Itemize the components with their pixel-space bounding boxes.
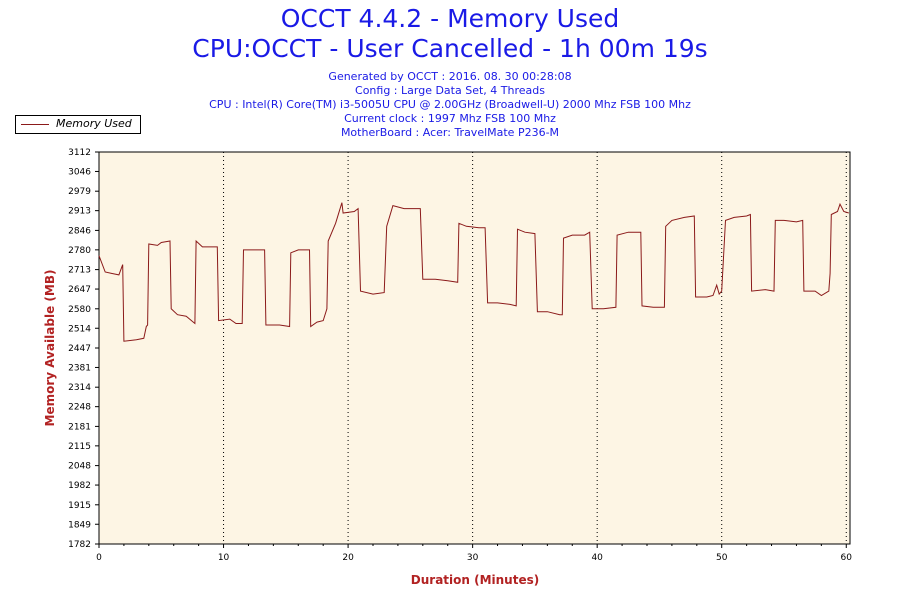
series-memory-used-line: [98, 202, 849, 342]
y-tick-label: 1782: [68, 540, 91, 550]
x-tick-label: 50: [716, 553, 728, 563]
y-tick-label: 2713: [68, 266, 91, 276]
y-tick-label: 2115: [68, 442, 91, 452]
y-tick-label: 2979: [68, 187, 91, 197]
plot-area: [98, 151, 851, 545]
y-tick-label: 2780: [68, 246, 91, 256]
y-tick-label: 1849: [68, 520, 91, 530]
y-tick-label: 3112: [68, 148, 91, 158]
info-config: Config : Large Data Set, 4 Threads: [355, 84, 545, 97]
y-tick-label: 2048: [68, 462, 91, 472]
chart-title: OCCT 4.4.2 - Memory Used: [280, 4, 620, 33]
y-tick-label: 2314: [68, 383, 91, 393]
y-tick-label: 1982: [68, 481, 91, 491]
x-axis-label: Duration (Minutes): [411, 573, 539, 587]
x-tick-label: 20: [342, 553, 354, 563]
y-tick-label: 2181: [68, 422, 91, 432]
legend: Memory Used: [15, 115, 141, 134]
y-tick-label: 2647: [68, 285, 91, 295]
legend-swatch: [21, 124, 49, 125]
x-tick-label: 10: [218, 553, 230, 563]
axes: 0 10 20 30 40 50 60 1782 1849 1915 1982 2048 2115 218…: [68, 148, 852, 563]
y-tick-label: 2514: [68, 324, 91, 334]
y-tick-label: 2580: [68, 305, 91, 315]
y-tick-label: 3046: [68, 167, 91, 177]
info-cpu: CPU : Intel(R) Core(TM) i3-5005U CPU @ 2…: [209, 98, 691, 111]
y-tick-label: 2846: [68, 226, 91, 236]
x-tick-label: 40: [591, 553, 603, 563]
y-tick-label: 1915: [68, 501, 91, 511]
y-tick-label: 2381: [68, 363, 91, 373]
x-tick-label: 30: [467, 553, 479, 563]
grid: [223, 152, 847, 544]
info-generated: Generated by OCCT : 2016. 08. 30 00:28:0…: [328, 70, 572, 83]
chart-subtitle: CPU:OCCT - User Cancelled - 1h 00m 19s: [192, 34, 708, 63]
legend-label: Memory Used: [56, 117, 132, 130]
info-motherboard: MotherBoard : Acer: TravelMate P236-M: [340, 126, 560, 139]
y-axis-label: Memory Available (MB): [43, 270, 57, 427]
y-tick-label: 2447: [68, 344, 91, 354]
info-clock: Current clock : 1997 Mhz FSB 100 Mhz: [344, 112, 556, 125]
y-tick-label: 2248: [68, 403, 91, 413]
x-tick-label: 60: [841, 553, 853, 563]
x-tick-label: 0: [96, 553, 102, 563]
y-tick-label: 2913: [68, 207, 91, 217]
